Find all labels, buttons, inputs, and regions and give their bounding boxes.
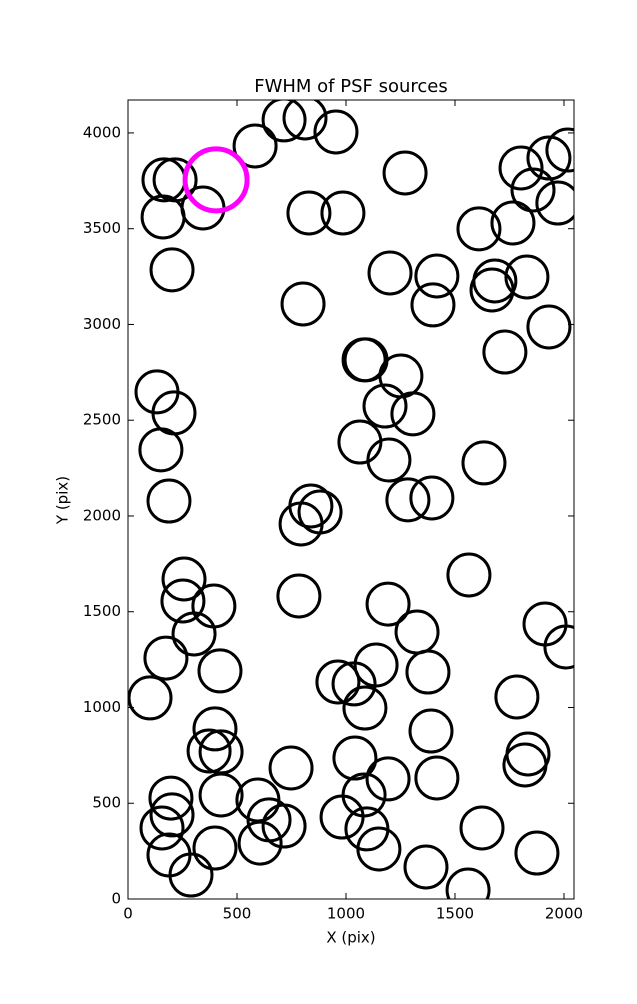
y-tick-label: 500: [92, 794, 121, 812]
marker: [319, 794, 365, 840]
marker: [498, 145, 544, 191]
x-tick-label: 2000: [545, 905, 583, 923]
marker: [261, 803, 307, 849]
marker: [232, 123, 278, 169]
marker: [128, 675, 173, 721]
y-tick-label: 2000: [83, 506, 121, 524]
markers: [128, 100, 574, 899]
marker: [405, 649, 451, 695]
marker: [161, 556, 207, 602]
marker: [198, 772, 244, 818]
marker: [403, 844, 449, 890]
y-tick-label: 3500: [83, 219, 121, 237]
y-tick-label: 0: [111, 890, 121, 908]
marker: [282, 100, 328, 141]
marker: [171, 611, 217, 657]
marker: [469, 267, 515, 313]
marker: [320, 190, 366, 236]
marker: [526, 304, 572, 350]
marker: [331, 661, 377, 707]
marker: [286, 190, 332, 236]
marker: [237, 820, 283, 866]
marker: [461, 440, 507, 486]
marker: [197, 648, 243, 694]
marker: [414, 755, 460, 801]
marker: [332, 735, 378, 781]
marker: [414, 253, 460, 299]
marker: [268, 745, 314, 791]
marker: [148, 775, 194, 821]
marker: [315, 659, 361, 705]
y-tick-label: 1000: [83, 698, 121, 716]
marker: [192, 706, 238, 752]
marker: [367, 250, 413, 296]
marker: [146, 478, 192, 524]
marker: [143, 635, 189, 681]
marker: [276, 573, 322, 619]
x-tick-label: 1500: [436, 905, 474, 923]
marker: [278, 501, 324, 547]
marker: [510, 167, 556, 213]
marker: [490, 200, 536, 246]
marker: [482, 329, 528, 375]
marker: [168, 852, 214, 898]
marker: [365, 581, 411, 627]
marker: [526, 135, 572, 181]
y-tick-label: 4000: [83, 123, 121, 141]
marker: [362, 383, 408, 429]
marker: [138, 427, 184, 473]
highlight-marker: [182, 146, 250, 214]
marker: [261, 100, 307, 143]
marker: [139, 805, 185, 851]
marker: [445, 867, 491, 899]
y-axis-label: Y (pix): [54, 476, 72, 525]
plot-frame: [127, 99, 575, 900]
marker: [280, 281, 326, 327]
marker: [186, 728, 232, 774]
marker: [382, 150, 428, 196]
x-tick-label: 1000: [327, 905, 365, 923]
marker: [385, 477, 431, 523]
marker: [456, 206, 502, 252]
marker: [365, 756, 411, 802]
marker: [409, 475, 455, 521]
marker: [356, 826, 402, 872]
marker: [192, 825, 238, 871]
marker: [446, 552, 492, 598]
marker: [543, 624, 574, 670]
y-tick-label: 1500: [83, 602, 121, 620]
x-tick-label: 500: [223, 905, 252, 923]
marker: [390, 391, 436, 437]
marker: [410, 282, 456, 328]
marker: [408, 708, 454, 754]
marker: [160, 578, 206, 624]
marker: [514, 830, 560, 876]
marker: [366, 437, 412, 483]
marker: [545, 127, 574, 173]
y-tick-label: 2500: [83, 411, 121, 429]
marker: [342, 685, 388, 731]
marker: [149, 792, 195, 838]
marker: [504, 254, 550, 300]
y-tick-label: 3000: [83, 315, 121, 333]
x-axis-label: X (pix): [326, 929, 375, 947]
marker: [149, 247, 195, 293]
marker: [502, 742, 548, 788]
marker: [494, 674, 540, 720]
marker: [459, 805, 505, 851]
chart-title: FWHM of PSF sources: [254, 76, 448, 97]
marker: [535, 180, 574, 226]
marker: [313, 109, 359, 155]
x-tick-label: 0: [123, 905, 133, 923]
